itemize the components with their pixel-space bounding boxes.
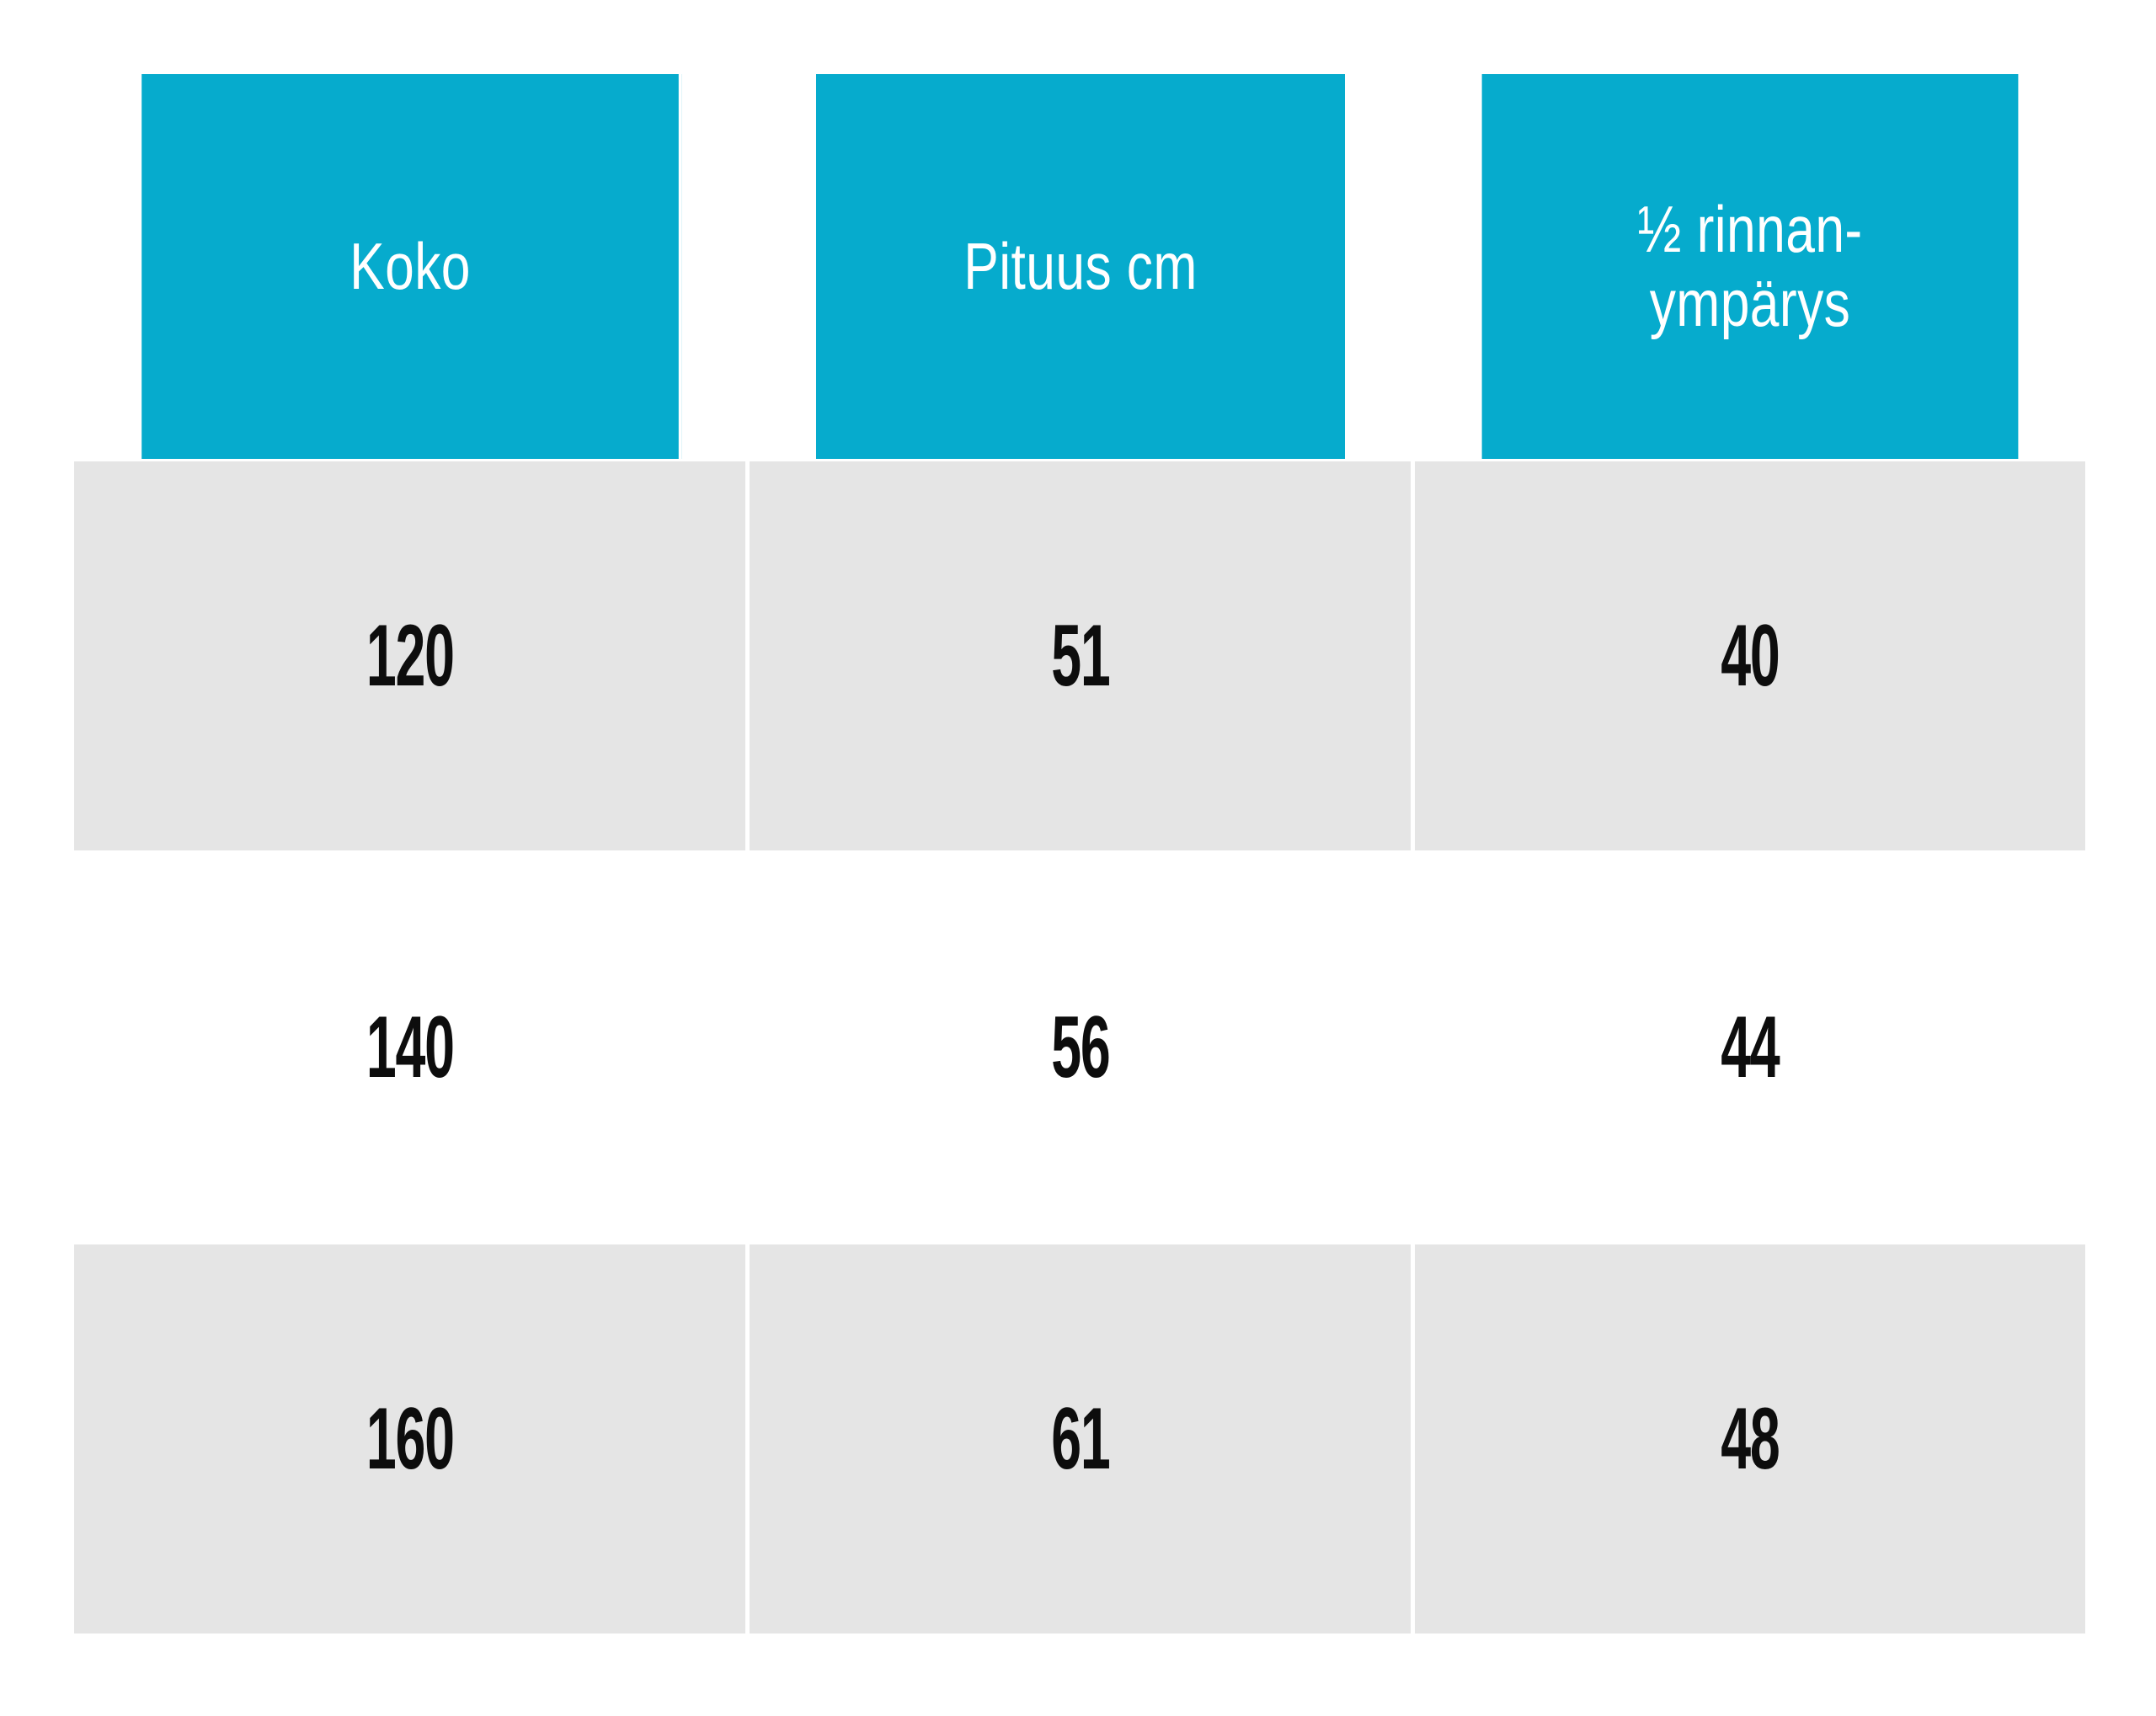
cell-value: 120 <box>366 607 455 705</box>
table-header-row: Koko Pituus cm ½ rinnan- ympärys <box>74 74 2085 459</box>
column-header-pituus: Pituus cm <box>816 74 1348 459</box>
cell-value: 48 <box>1721 1390 1780 1488</box>
cell-value: 56 <box>1050 999 1110 1096</box>
cell-rinnanymparys: 40 <box>1415 461 2085 850</box>
cell-value: 44 <box>1721 999 1780 1096</box>
table-row: 160 61 48 <box>74 1244 2085 1633</box>
column-header-koko: Koko <box>141 74 682 459</box>
cell-value: 40 <box>1721 607 1780 705</box>
column-header-rinnanymparys-line-1: ½ rinnan- <box>1637 192 1863 267</box>
cell-rinnanymparys: 48 <box>1415 1244 2085 1633</box>
column-header-rinnanymparys-line-2: ympärys <box>1649 265 1851 340</box>
table-row: 140 56 44 <box>74 850 2085 1244</box>
cell-value: 61 <box>1050 1390 1110 1488</box>
cell-koko: 140 <box>74 850 750 1244</box>
cell-value: 160 <box>366 1390 455 1488</box>
cell-pituus: 56 <box>750 850 1415 1244</box>
column-header-pituus-line-1: Pituus cm <box>963 228 1198 303</box>
header-body-spacer <box>74 459 2085 461</box>
column-header-rinnanymparys: ½ rinnan- ympärys <box>1481 74 2019 459</box>
table-row: 120 51 40 <box>74 461 2085 850</box>
table-header: Koko Pituus cm ½ rinnan- ympärys <box>74 74 2085 459</box>
cell-pituus: 61 <box>750 1244 1415 1633</box>
cell-koko: 120 <box>74 461 750 850</box>
cell-rinnanymparys: 44 <box>1415 850 2085 1244</box>
column-header-koko-line-1: Koko <box>350 228 471 303</box>
cell-value: 51 <box>1050 607 1110 705</box>
table-body: 120 51 40 140 56 44 <box>74 459 2085 1633</box>
cell-koko: 160 <box>74 1244 750 1633</box>
size-chart-table: Koko Pituus cm ½ rinnan- ympärys 120 <box>74 74 2085 1633</box>
cell-pituus: 51 <box>750 461 1415 850</box>
cell-value: 140 <box>366 999 455 1096</box>
